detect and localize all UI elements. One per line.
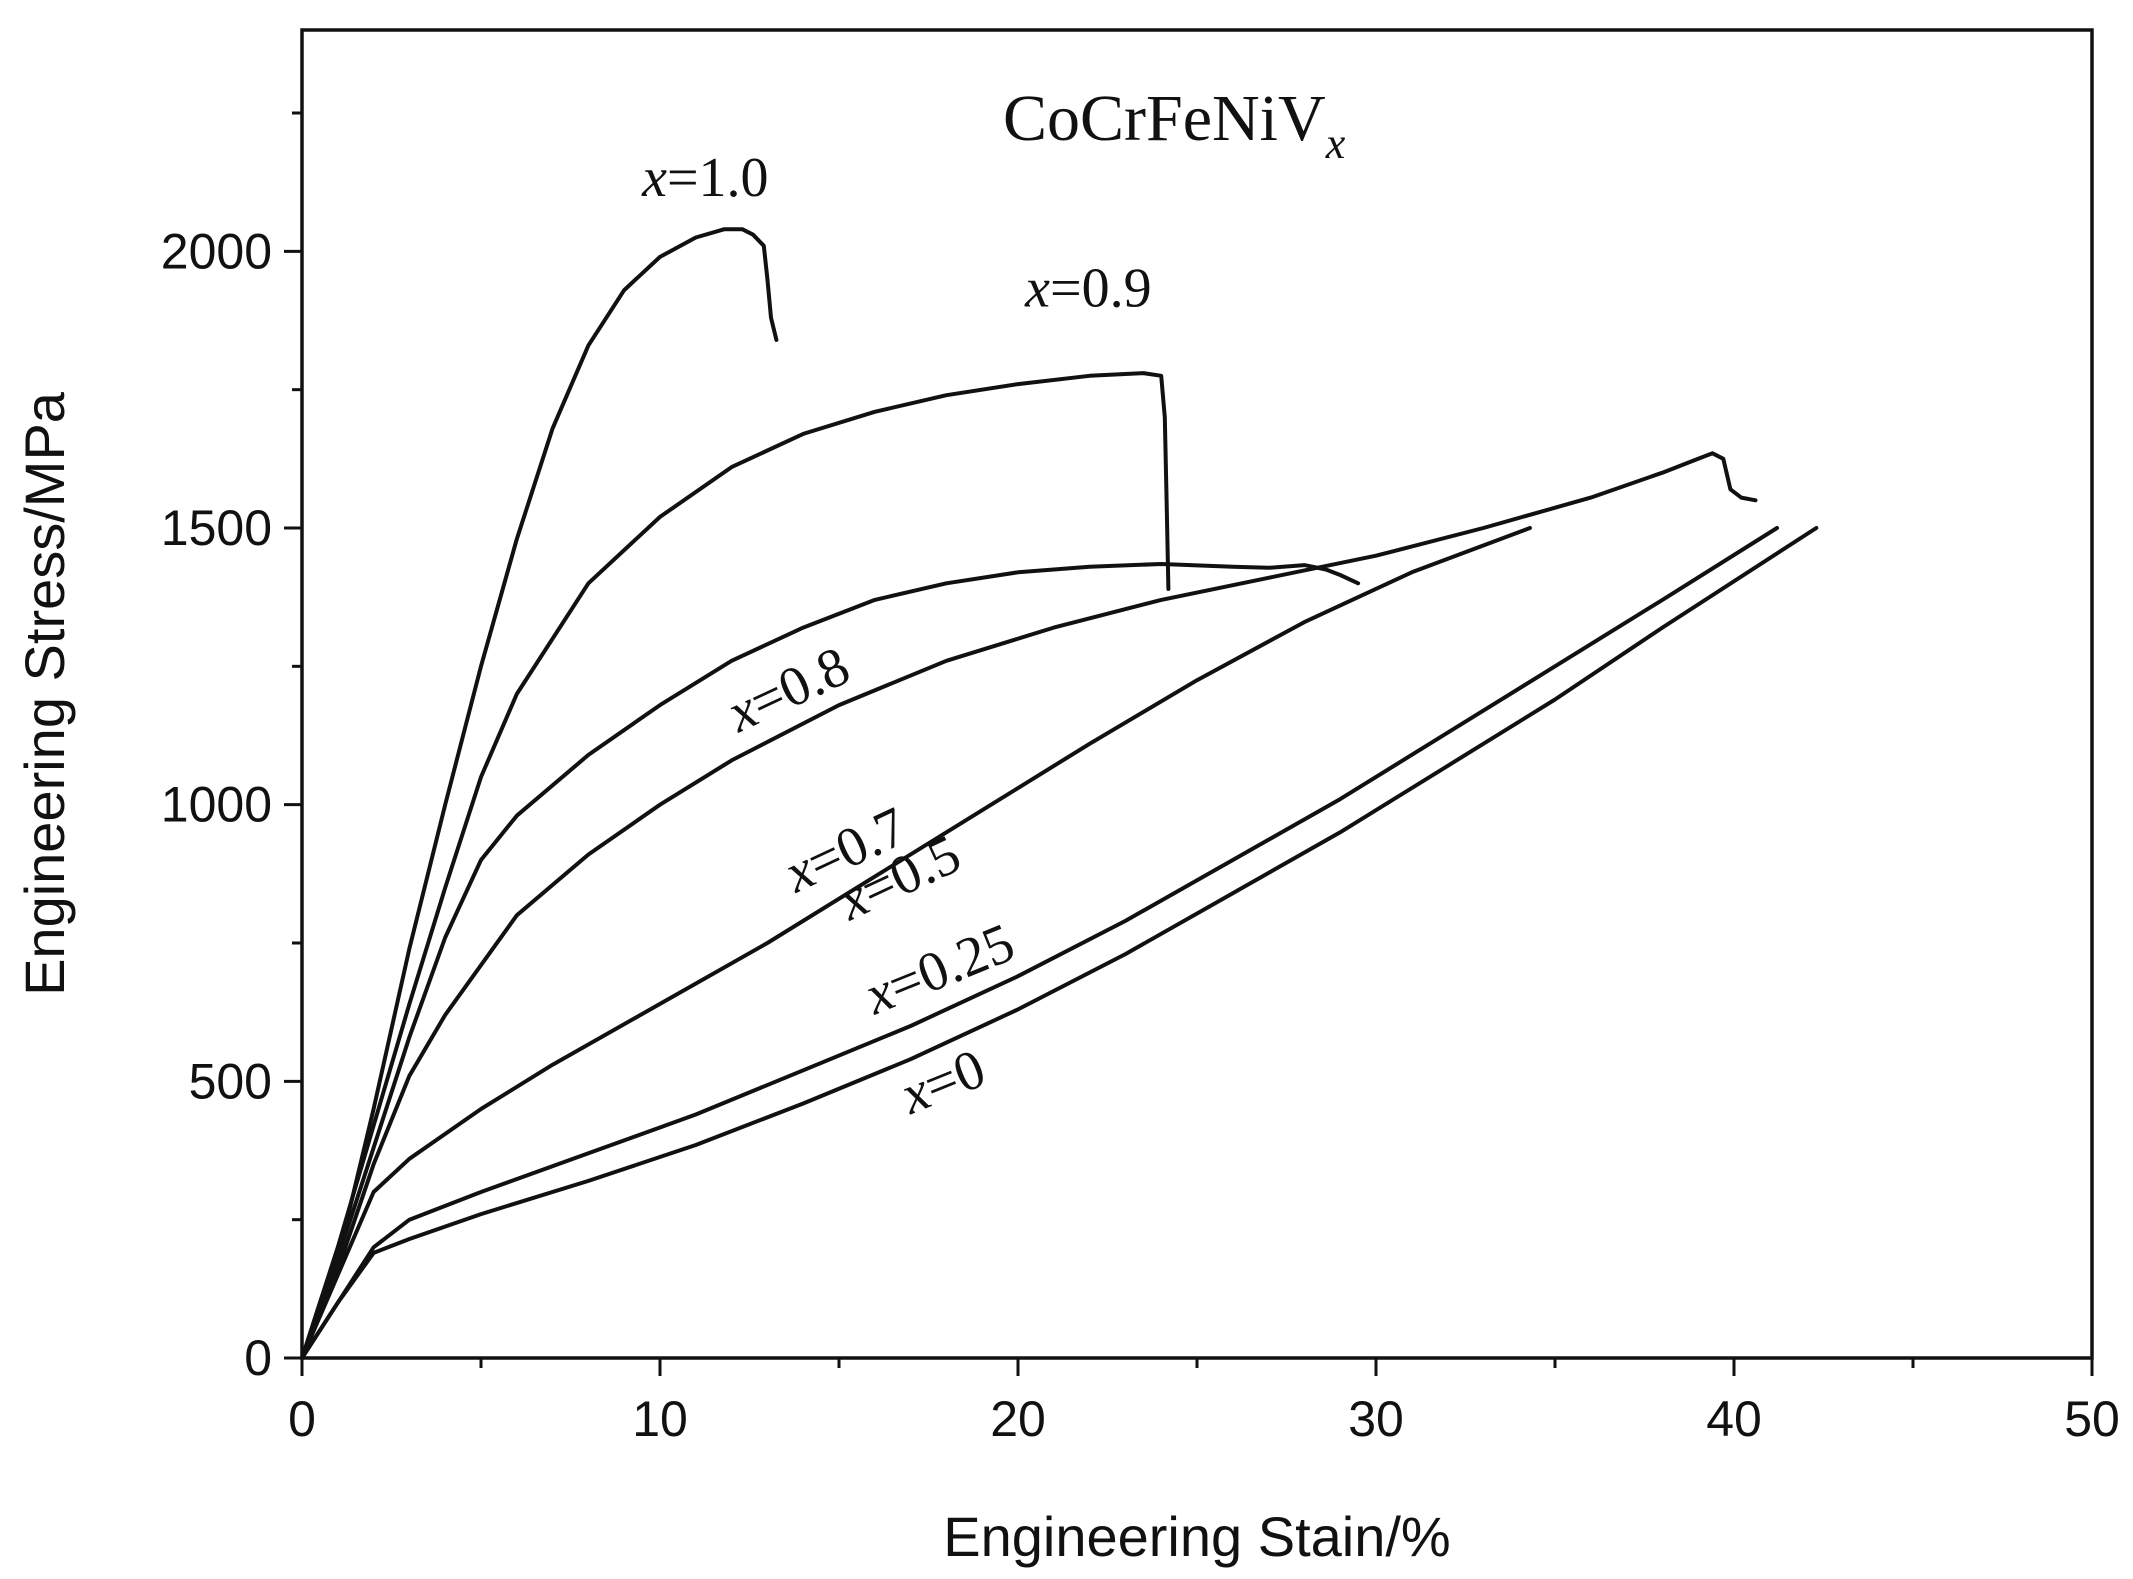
curve-label-var: x <box>641 147 667 209</box>
x-tick-label: 20 <box>990 1391 1046 1447</box>
curve-label-eq: = <box>1050 258 1082 320</box>
x-axis-title: Engineering Stain/% <box>943 1505 1450 1568</box>
curve-x=1.0 <box>300 227 779 1360</box>
y-axis-title: Engineering Stress/MPa <box>13 391 76 996</box>
y-tick-label: 1000 <box>161 777 272 833</box>
curve-x=0.25 <box>300 526 1779 1360</box>
curve-label-value: 0.25 <box>909 912 1023 1006</box>
curve-label-eq: = <box>667 147 699 209</box>
x-tick-label: 10 <box>632 1391 688 1447</box>
curve-x=0 <box>300 526 1819 1360</box>
curve-label: x=0.8 <box>717 635 859 745</box>
curve-x=0.8 <box>300 562 1361 1360</box>
y-tick-label: 0 <box>244 1330 272 1386</box>
curve-x=0.5 <box>300 526 1532 1360</box>
x-tick-label: 40 <box>1706 1391 1762 1447</box>
x-tick-label: 50 <box>2064 1391 2120 1447</box>
y-tick-label: 1500 <box>161 500 272 556</box>
chart-title-main: CoCrFeNiV <box>1003 82 1326 155</box>
curve-x=0.9 <box>300 371 1171 1360</box>
y-tick-label: 500 <box>189 1053 272 1109</box>
x-tick-label: 30 <box>1348 1391 1404 1447</box>
curve-label: x=0.9 <box>1024 258 1151 320</box>
y-tick-label: 2000 <box>161 223 272 279</box>
curve-label: x=1.0 <box>641 147 768 209</box>
curve-x=0.7 <box>300 451 1758 1360</box>
curves <box>300 227 1819 1360</box>
curve-label-value: 1.0 <box>699 147 769 209</box>
axis-ticks <box>284 111 2094 1376</box>
x-tick-label: 0 <box>288 1391 316 1447</box>
chart-title: CoCrFeNiVx <box>1003 82 1346 168</box>
curve-label-value: 0.9 <box>1082 258 1152 320</box>
curve-label-var: x <box>1024 258 1050 320</box>
curve-label: x=0.25 <box>856 912 1023 1028</box>
chart-title-subscript: x <box>1325 119 1346 168</box>
curve-label: x=0 <box>891 1037 993 1126</box>
